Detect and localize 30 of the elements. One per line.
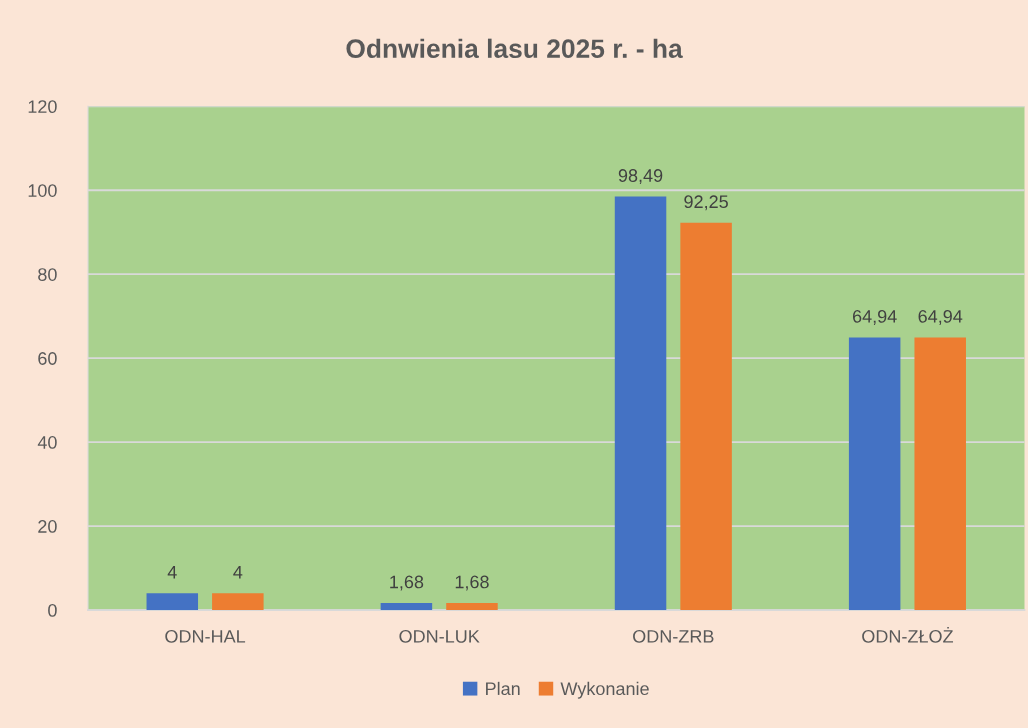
bar xyxy=(212,593,264,611)
bar xyxy=(614,196,667,611)
data-label: 1,68 xyxy=(455,575,489,591)
y-tick-label: 100 xyxy=(28,184,57,197)
x-tick-label: ODN-HAL xyxy=(165,629,246,643)
x-tick-label: ODN-ZRB xyxy=(633,629,714,643)
bar xyxy=(914,337,966,611)
y-tick-label: 40 xyxy=(37,436,57,449)
y-tick-label: 80 xyxy=(38,268,57,281)
y-tick-label: 20 xyxy=(38,520,57,533)
y-tick-label: 0 xyxy=(48,604,57,617)
x-tick-label: ODN-LUK xyxy=(399,629,480,643)
bar xyxy=(848,337,901,611)
bar xyxy=(380,603,433,611)
data-label: 4 xyxy=(167,565,177,579)
chart-title: Odnwienia lasu 2025 r. - ha xyxy=(346,38,683,59)
bar xyxy=(146,593,199,611)
legend-label: Wykonanie xyxy=(560,681,649,699)
data-label: 92,25 xyxy=(684,195,728,211)
legend-label: Plan xyxy=(486,681,520,696)
data-label: 98,49 xyxy=(618,169,663,185)
bar xyxy=(680,222,732,611)
data-label: 64,94 xyxy=(852,309,897,325)
y-tick-label: 60 xyxy=(38,352,57,365)
bar xyxy=(446,603,498,611)
data-label: 4 xyxy=(233,565,243,579)
x-tick-label: ODN-ZŁOŻ xyxy=(862,626,954,643)
y-tick-label: 120 xyxy=(28,100,57,114)
data-label: 1,68 xyxy=(390,575,424,591)
data-label: 64,94 xyxy=(918,309,963,325)
